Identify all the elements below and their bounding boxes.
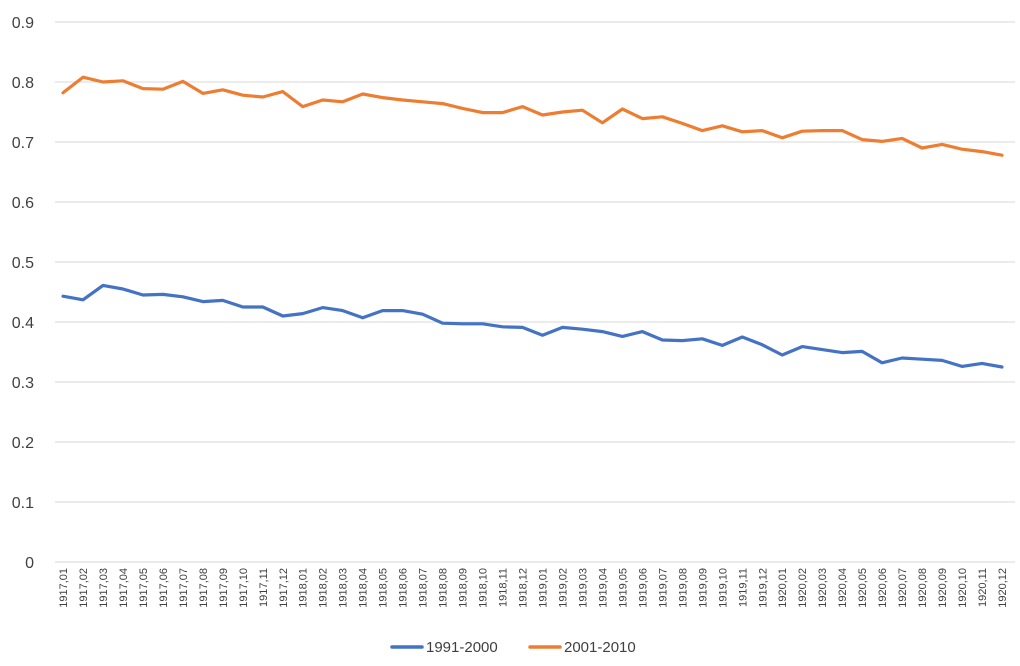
x-tick-label: 1919,03 [577, 568, 589, 608]
x-tick-label: 1920,08 [917, 568, 929, 608]
x-tick-label: 1919,08 [677, 568, 689, 608]
x-tick-label: 1917,03 [98, 568, 110, 608]
x-tick-label: 1920,07 [897, 568, 909, 608]
x-tick-label: 1920,01 [777, 568, 789, 608]
x-axis: 1917,01 1917,02 1917,03 1917,04 1917,05 1917,… [58, 568, 1009, 608]
x-tick-label: 1917,02 [78, 568, 90, 608]
y-tick-label: 0.1 [12, 495, 34, 512]
x-tick-label: 1917,09 [218, 568, 230, 608]
x-tick-label: 1920,05 [857, 568, 869, 608]
legend: 1991-2000 2001-2010 [390, 639, 636, 656]
y-tick-label: 0 [25, 555, 34, 572]
y-tick-label: 0.4 [12, 315, 34, 332]
y-tick-label: 0.8 [12, 75, 34, 92]
x-tick-label: 1919,09 [697, 568, 709, 608]
x-tick-label: 1918,01 [298, 568, 310, 608]
y-tick-label: 0.7 [12, 135, 34, 152]
x-tick-label: 1918,03 [338, 568, 350, 608]
x-tick-label: 1918,12 [518, 568, 530, 608]
gridlines [55, 21, 1015, 563]
x-tick-label: 1919,04 [597, 568, 609, 608]
x-tick-label: 1917,10 [238, 568, 250, 608]
x-tick-label: 1917,07 [178, 568, 190, 608]
x-tick-label: 1920,10 [957, 568, 969, 608]
x-tick-label: 1920,09 [937, 568, 949, 608]
x-tick-label: 1919,11 [737, 568, 749, 607]
x-tick-label: 1920,11 [977, 568, 989, 607]
x-tick-label: 1917,12 [278, 568, 290, 608]
x-tick-label: 1919,05 [617, 568, 629, 608]
legend-label: 1991-2000 [426, 639, 498, 656]
x-tick-label: 1918,06 [398, 568, 410, 608]
y-tick-label: 0.2 [12, 435, 34, 452]
y-axis: 0 0.1 0.2 0.3 0.4 0.5 0.6 0.7 0.8 0.9 [12, 15, 34, 572]
y-tick-label: 0.3 [12, 375, 34, 392]
x-tick-label: 1919,12 [757, 568, 769, 608]
x-tick-label: 1918,05 [378, 568, 390, 608]
x-tick-label: 1920,02 [797, 568, 809, 608]
x-tick-label: 1917,04 [118, 568, 130, 608]
x-tick-label: 1918,08 [438, 568, 450, 608]
x-tick-label: 1919,01 [537, 568, 549, 608]
x-tick-label: 1917,08 [198, 568, 210, 608]
y-tick-label: 0.5 [12, 255, 34, 272]
x-tick-label: 1917,05 [138, 568, 150, 608]
x-tick-label: 1919,10 [717, 568, 729, 608]
x-tick-label: 1919,02 [557, 568, 569, 608]
x-tick-label: 1919,06 [637, 568, 649, 608]
series-line-2 [61, 75, 1004, 157]
series-lines [61, 75, 1004, 369]
x-tick-label: 1918,04 [358, 568, 370, 608]
x-tick-label: 1918,09 [458, 568, 470, 608]
x-tick-label: 1918,11 [498, 568, 510, 607]
x-tick-label: 1917,06 [158, 568, 170, 608]
x-tick-label: 1919,07 [657, 568, 669, 608]
x-tick-label: 1918,07 [418, 568, 430, 608]
x-tick-label: 1917,11 [258, 568, 270, 607]
x-tick-label: 1918,10 [478, 568, 490, 608]
x-tick-label: 1917,01 [58, 568, 70, 608]
legend-label: 2001-2010 [564, 639, 636, 656]
x-tick-label: 1920,06 [877, 568, 889, 608]
x-tick-label: 1918,02 [318, 568, 330, 608]
x-tick-label: 1920,04 [837, 568, 849, 608]
x-tick-label: 1920,12 [997, 568, 1009, 608]
x-tick-label: 1920,03 [817, 568, 829, 608]
y-tick-label: 0.9 [12, 15, 34, 32]
series-line-1 [61, 283, 1004, 369]
y-tick-label: 0.6 [12, 195, 34, 212]
